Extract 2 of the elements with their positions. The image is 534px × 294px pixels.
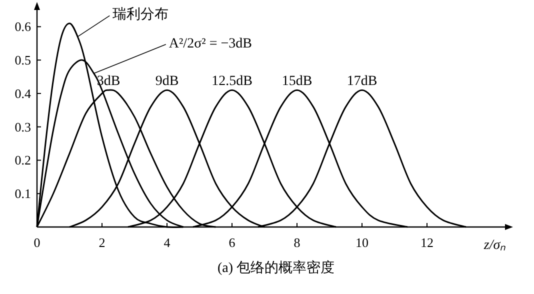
xlabel: z/σₙ	[484, 238, 506, 253]
title: (a) 包络的概率密度	[217, 261, 335, 276]
